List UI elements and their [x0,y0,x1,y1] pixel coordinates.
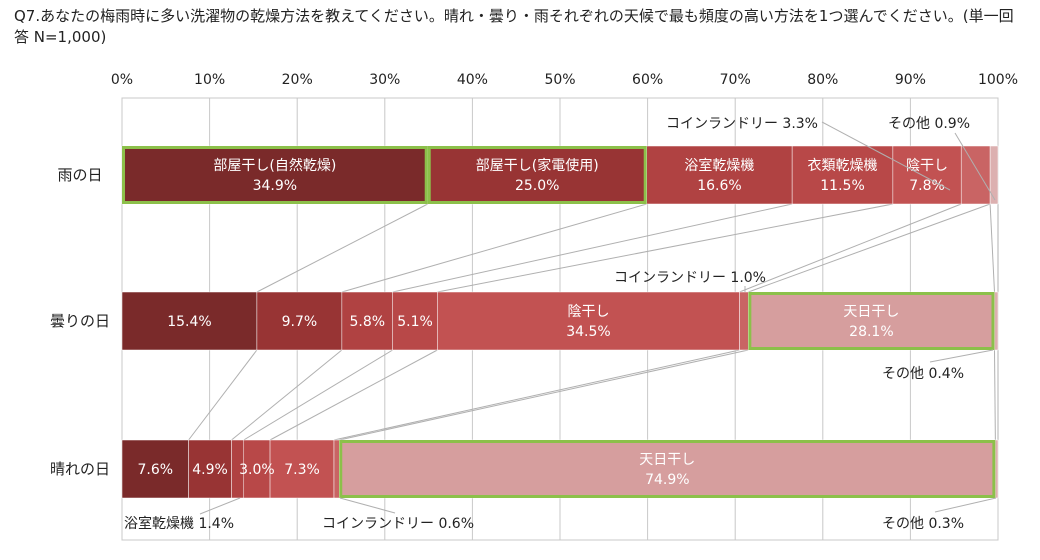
segment-value-label: 7.8% [909,178,945,194]
segment-name-label: 天日干し [639,452,695,468]
x-tick-label: 10% [194,72,225,88]
connector-line [333,349,740,441]
segment-name-label: 天日干し [843,304,899,320]
segment-value-label: 7.6% [137,462,173,478]
highlight-outline [339,440,996,498]
bar-segment [427,145,647,205]
connector-line [188,349,258,441]
segment-value-label: 16.6% [697,178,741,194]
callout-leader [934,497,997,513]
chart-title: Q7.あなたの梅雨時に多い洗濯物の乾燥方法を教えてください。晴れ・曇り・雨それぞ… [14,7,1014,46]
callout-label: その他 0.9% [888,116,970,132]
segment-value-label: 5.1% [397,314,433,330]
highlight-outline [122,146,428,204]
segment-value-label: 5.8% [349,314,385,330]
segment-value-label: 28.1% [849,324,893,340]
connector-line [256,203,428,293]
segment-name-label: 陰干し [567,304,609,320]
bar-segment [960,145,991,205]
highlight-outline [427,146,647,204]
x-tick-label: 60% [632,72,663,88]
segment-value-label: 34.9% [253,178,297,194]
x-tick-label: 40% [457,72,488,88]
segment-name-label: 陰干し [906,158,948,174]
segment-value-label: 7.3% [284,462,320,478]
connector-line [243,349,393,441]
bar-segment [333,439,340,499]
segment-value-label: 3.0% [239,462,275,478]
bar-segment [892,145,962,205]
segment-name-label: 部屋干し(家電使用) [476,157,599,174]
x-tick-label: 30% [369,72,400,88]
segment-value-label: 25.0% [515,178,559,194]
connector-line [231,349,343,441]
segment-value-label: 74.9% [645,472,689,488]
x-tick-label: 100% [978,72,1018,88]
connector-line [269,349,438,441]
bar-segment [341,291,393,351]
callout-leader [339,497,396,514]
bar-segment [739,291,749,351]
callout-leader [954,132,996,201]
bar-segment [121,145,428,205]
connector-line [993,349,996,441]
bar-segment [989,145,999,205]
callout-leader [929,349,994,363]
segment-name-label: 衣類乾燥機 [808,158,878,174]
bar-segment [994,291,999,351]
callout-label: コインランドリー 3.3% [666,116,818,132]
x-tick-label: 20% [282,72,313,88]
category-label: 曇りの日 [50,312,110,330]
segment-value-label: 4.9% [192,462,228,478]
segment-value-label: 34.5% [566,324,610,340]
connector-line [989,203,995,293]
segment-value-label: 11.5% [820,178,864,194]
x-tick-label: 70% [720,72,751,88]
bar-segment [995,439,999,499]
x-tick-label: 80% [807,72,838,88]
callout-label: その他 0.3% [882,516,964,532]
x-tick-label: 0% [111,72,133,88]
segment-name-label: 部屋干し(自然乾燥) [213,157,336,174]
bar-segment [791,145,894,205]
callout-label: 浴室乾燥機 1.4% [124,515,234,532]
bar-segment [748,291,995,351]
bar-segment [121,291,258,351]
bar-segment [646,145,793,205]
callout-label: コインランドリー 1.0% [614,270,766,286]
bar-segment [338,439,996,499]
category-label: 雨の日 [57,166,102,184]
segment-name-label: 浴室乾燥機 [684,157,754,174]
bar-segment [121,439,189,499]
bar-segment [256,291,343,351]
connector-line [339,349,749,441]
bar-segment [188,439,232,499]
connector-line [748,203,991,293]
category-label: 晴れの日 [50,460,110,478]
bar-segment [269,439,335,499]
segment-value-label: 9.7% [282,314,318,330]
callout-label: その他 0.4% [882,366,964,382]
callout-leader [821,121,951,191]
callout-label: コインランドリー 0.6% [322,516,474,532]
connector-line [392,203,793,293]
connector-line [437,203,893,293]
bar-segment [437,291,740,351]
callout-leader [199,497,241,515]
connector-line [341,203,647,293]
connector-line [739,203,962,293]
x-tick-label: 90% [895,72,926,88]
x-tick-label: 50% [544,72,575,88]
highlight-outline [748,292,995,350]
segment-value-label: 15.4% [167,314,211,330]
